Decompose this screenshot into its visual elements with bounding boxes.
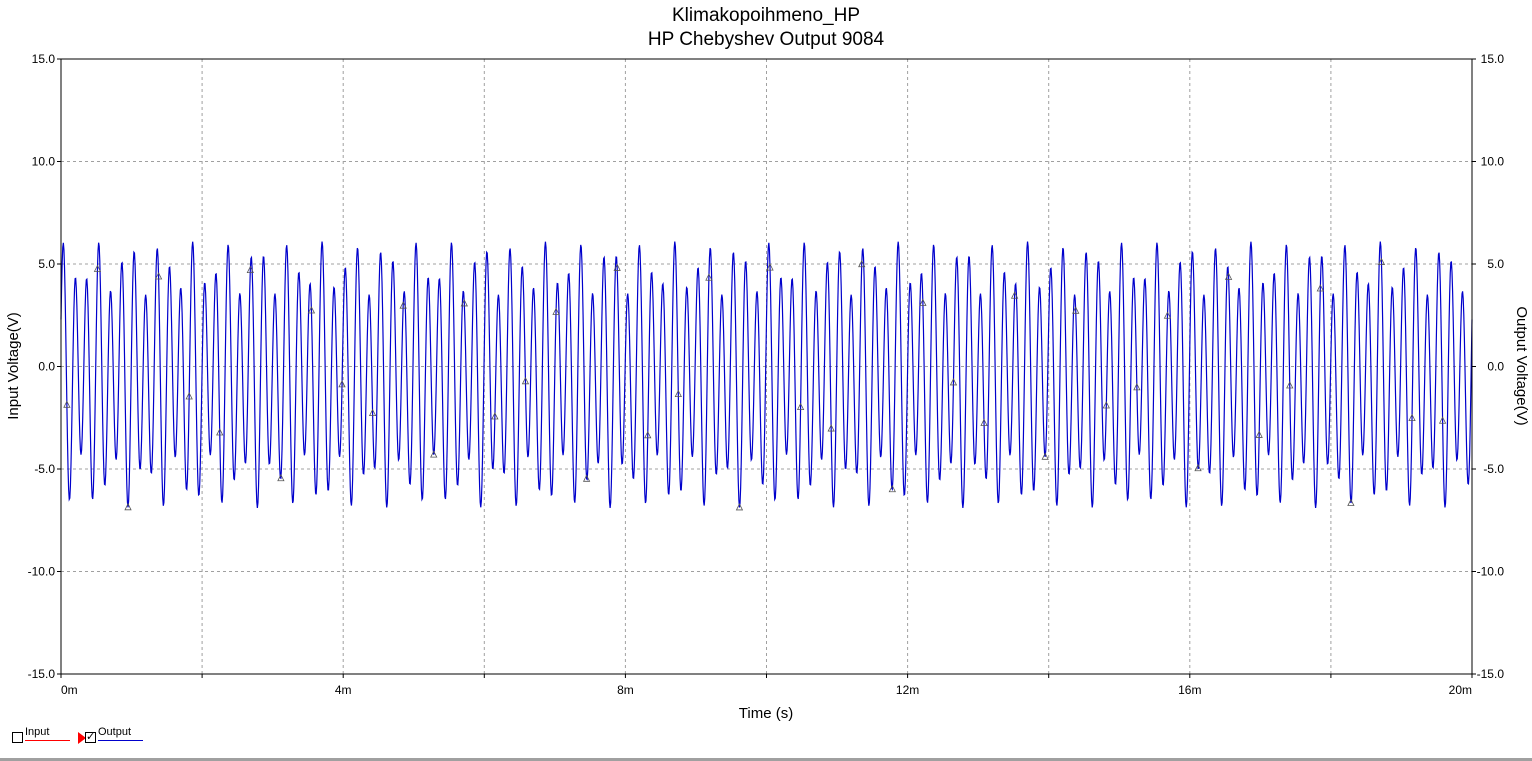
output-marker	[796, 402, 805, 411]
output-marker	[368, 408, 377, 416]
output-marker	[1224, 272, 1233, 280]
x-tick-label: 16m	[1178, 683, 1201, 697]
output-marker	[858, 259, 866, 268]
y-axis-right-label: Output Voltage(V)	[1513, 306, 1530, 425]
output-marker	[1194, 463, 1202, 472]
y-axis-left-label: Input Voltage(V)	[5, 312, 22, 420]
output-marker	[949, 378, 958, 386]
legend-line-output	[98, 740, 143, 741]
output-marker	[307, 306, 316, 314]
output-marker	[154, 272, 163, 280]
chart-title: Klimakopoihmeno_HP	[672, 5, 860, 26]
legend-line-input	[25, 740, 70, 741]
output-marker	[552, 307, 560, 315]
y-tick-label: -10.0	[28, 565, 56, 579]
x-tick-label: 0m	[61, 683, 78, 697]
y-tick-label: 0.0	[1487, 360, 1504, 374]
output-marker	[888, 484, 896, 493]
y-tick-label: -15.0	[1477, 667, 1505, 681]
output-marker	[766, 263, 774, 271]
output-marker	[644, 430, 652, 439]
legend-label-output: Output	[98, 726, 132, 738]
y-tick-label: 5.0	[38, 257, 55, 271]
window-bottom-border	[0, 758, 1532, 761]
output-marker	[1438, 416, 1447, 424]
output-marker	[63, 400, 71, 408]
output-marker	[1347, 498, 1355, 506]
y-tick-label: 15.0	[1481, 52, 1505, 66]
output-marker	[1133, 382, 1141, 391]
output-marker	[1255, 430, 1263, 438]
y-tick-label: 10.0	[32, 155, 56, 169]
output-marker	[980, 418, 988, 426]
data-markers	[63, 257, 1447, 511]
x-tick-label: 20m	[1449, 683, 1472, 697]
output-marker	[1163, 311, 1172, 319]
output-marker	[338, 380, 346, 388]
output-marker	[430, 450, 438, 458]
output-marker	[1316, 284, 1324, 292]
x-tick-label: 12m	[896, 683, 919, 697]
output-marker	[246, 265, 254, 274]
output-marker	[1102, 401, 1110, 409]
output-marker	[216, 428, 224, 436]
y-axis-left-ticks: 15.0 10.0 5.0 0.0 -5.0 -10.0 -15.0	[28, 52, 61, 681]
x-axis-label: Time (s)	[739, 705, 793, 722]
output-marker	[705, 273, 713, 281]
output-marker	[460, 299, 468, 307]
output-marker	[521, 376, 530, 385]
y-tick-label: 15.0	[32, 52, 56, 66]
output-checkbox[interactable]: ✓	[85, 731, 96, 743]
output-marker	[491, 412, 499, 420]
legend-label-input: Input	[25, 726, 50, 738]
y-tick-label: -5.0	[1483, 462, 1504, 476]
legend-arrow-icon	[78, 732, 86, 744]
y-tick-label: 5.0	[1487, 257, 1504, 271]
output-marker	[1041, 452, 1049, 460]
legend-item-input[interactable]: Input	[10, 724, 80, 748]
output-marker	[919, 298, 927, 306]
output-marker	[613, 263, 621, 271]
legend: Input ✓ Output	[10, 724, 210, 754]
chart-subtitle: HP Chebyshev Output 9084	[648, 29, 885, 50]
plot-area	[60, 241, 1473, 509]
series-output-line	[60, 241, 1473, 509]
output-marker	[277, 473, 285, 482]
output-marker	[185, 392, 193, 400]
y-axis-right-ticks: 15.0 10.0 5.0 0.0 -5.0 -10.0 -15.0	[1472, 52, 1504, 681]
output-marker	[93, 264, 102, 272]
output-marker	[827, 424, 835, 432]
output-marker	[399, 301, 407, 309]
output-marker	[674, 389, 682, 398]
y-tick-label: -5.0	[34, 462, 55, 476]
legend-item-output[interactable]: ✓ Output	[78, 724, 158, 748]
input-checkbox[interactable]	[12, 732, 23, 743]
y-tick-label: -10.0	[1477, 565, 1505, 579]
output-marker	[1377, 257, 1386, 266]
x-axis-ticks: 0m 4m 8m 12m 16m 20m	[60, 674, 1473, 697]
output-marker	[1010, 291, 1019, 299]
x-tick-label: 4m	[335, 683, 352, 697]
output-marker	[1408, 413, 1416, 421]
output-marker	[1072, 306, 1080, 314]
x-tick-label: 8m	[617, 683, 634, 697]
y-tick-label: -15.0	[28, 667, 56, 681]
y-tick-label: 0.0	[38, 360, 55, 374]
output-marker	[124, 502, 132, 511]
y-tick-label: 10.0	[1481, 155, 1505, 169]
output-marker	[1286, 381, 1294, 389]
output-marker	[582, 474, 591, 482]
output-marker	[735, 503, 744, 511]
